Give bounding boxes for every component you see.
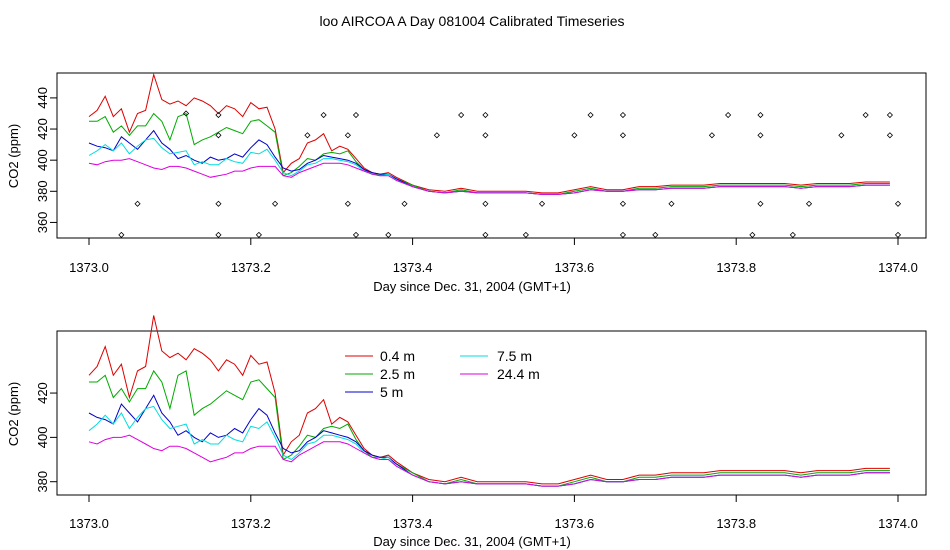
y-tick-label: 360 — [35, 212, 50, 234]
plot-frame — [56, 72, 927, 239]
flag-point — [482, 132, 489, 139]
x-tick-label: 1373.0 — [69, 516, 109, 531]
flag-point — [538, 200, 546, 207]
flag-point — [134, 200, 141, 207]
series-line — [88, 137, 890, 195]
series-lines — [88, 315, 890, 487]
y-tick-label: 440 — [35, 87, 50, 109]
flag-point — [619, 200, 627, 207]
flag-point — [458, 111, 465, 119]
flag-point — [838, 132, 845, 139]
series-line — [88, 72, 890, 194]
y-tick-label: 420 — [35, 118, 50, 140]
flag-point — [255, 231, 262, 238]
flag-points — [118, 110, 902, 238]
x-tick-label: 1373.6 — [555, 516, 595, 531]
y-tick-label: 400 — [35, 427, 50, 449]
panel-top: Day since Dec. 31, 2004 (GMT+1) CO2 (ppm… — [6, 72, 927, 294]
x-axis-label: Day since Dec. 31, 2004 (GMT+1) — [373, 279, 571, 294]
y-tick-label: 420 — [35, 382, 50, 404]
y-ticks: 360 380 400 420 440 — [35, 87, 57, 233]
x-tick-label: 1373.2 — [231, 516, 271, 531]
y-axis-label: CO2 (ppm) — [6, 124, 21, 188]
series-line — [89, 369, 890, 487]
y-tick-label: 380 — [35, 471, 50, 493]
flag-point — [118, 231, 125, 238]
x-tick-label: 1373.8 — [716, 516, 756, 531]
x-ticks: 1373.0 1373.2 1373.4 1373.6 1373.8 1374.0 — [69, 238, 918, 275]
legend-label: 5 m — [380, 384, 403, 400]
flag-point — [215, 200, 222, 207]
series-line — [88, 434, 890, 487]
y-tick-label: 380 — [35, 180, 50, 202]
flag-point — [401, 200, 408, 207]
flag-point — [385, 231, 392, 238]
flag-point — [344, 200, 351, 207]
plot-frame — [56, 330, 927, 496]
legend-label: 24.4 m — [497, 366, 540, 382]
x-tick-label: 1373.0 — [69, 260, 109, 275]
flag-point — [886, 132, 893, 139]
flag-point — [352, 231, 360, 238]
y-axis-label: CO2 (ppm) — [6, 382, 21, 446]
series-line — [88, 405, 890, 487]
x-ticks: 1373.0 1373.2 1373.4 1373.6 1373.8 1374.0 — [69, 495, 918, 531]
flag-point — [215, 132, 222, 139]
figure-title: loo AIRCOA A Day 081004 Calibrated Times… — [319, 13, 624, 29]
flag-point — [352, 111, 360, 119]
flag-point — [320, 111, 327, 119]
x-tick-label: 1373.6 — [555, 260, 595, 275]
flag-point — [433, 132, 440, 139]
x-tick-label: 1373.2 — [231, 260, 271, 275]
flag-point — [757, 132, 764, 139]
flag-point — [522, 231, 529, 238]
flag-point — [344, 132, 351, 139]
flag-point — [757, 111, 764, 119]
flag-point — [805, 200, 813, 207]
flag-point — [587, 111, 594, 119]
flag-point — [749, 231, 756, 238]
flag-point — [757, 200, 764, 207]
flag-point — [482, 231, 489, 238]
flag-point — [886, 111, 893, 119]
y-tick-label: 400 — [35, 149, 50, 171]
x-axis-label: Day since Dec. 31, 2004 (GMT+1) — [373, 534, 571, 549]
flag-point — [619, 231, 627, 238]
flag-point — [894, 200, 902, 207]
flag-point — [652, 231, 659, 238]
x-tick-label: 1373.8 — [716, 260, 756, 275]
flag-point — [619, 111, 627, 119]
flag-point — [894, 231, 902, 238]
series-line — [88, 158, 890, 195]
flag-point — [215, 231, 222, 238]
flag-point — [215, 111, 222, 119]
series-lines — [88, 72, 890, 195]
flag-point — [571, 132, 578, 139]
legend: 0.4 m 7.5 m 2.5 m 24.4 m 5 m — [345, 348, 540, 400]
series-line — [89, 112, 890, 195]
legend-label: 7.5 m — [497, 348, 532, 364]
flag-point — [272, 200, 279, 207]
x-tick-label: 1373.4 — [393, 516, 433, 531]
x-tick-label: 1374.0 — [878, 260, 918, 275]
y-ticks: 380 400 420 — [35, 382, 57, 493]
x-tick-label: 1374.0 — [878, 516, 918, 531]
legend-label: 0.4 m — [380, 348, 415, 364]
flag-point — [862, 111, 869, 119]
flag-point — [183, 110, 190, 117]
series-line — [88, 315, 890, 485]
flag-point — [668, 200, 675, 207]
x-tick-label: 1373.4 — [393, 260, 433, 275]
panel-bottom: Day since Dec. 31, 2004 (GMT+1) CO2 (ppm… — [6, 315, 927, 549]
flag-point — [708, 132, 715, 139]
flag-point — [619, 132, 627, 139]
flag-point — [725, 111, 732, 119]
flag-point — [482, 111, 489, 119]
legend-label: 2.5 m — [380, 366, 415, 382]
flag-point — [304, 132, 311, 139]
flag-point — [482, 200, 489, 207]
flag-point — [789, 231, 796, 238]
